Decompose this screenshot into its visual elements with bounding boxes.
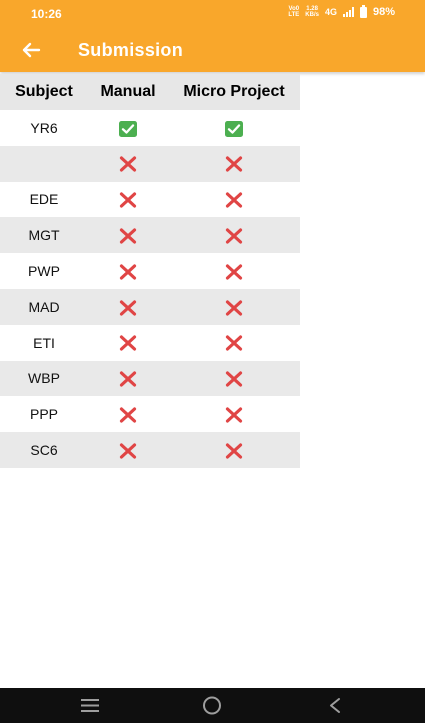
table-row: YR6 [0,110,300,146]
subject-cell: PWP [0,253,88,289]
cross-icon [119,228,137,244]
check-icon [225,120,243,137]
submission-table: Subject Manual Micro Project YR6 EDE MGT PW… [0,74,300,468]
subject-cell: PPP [0,396,88,433]
manual-status-cell [88,145,168,182]
cross-icon [119,443,137,459]
network-type: 4G [324,7,337,17]
manual-status-cell [88,181,168,218]
header-micro-project: Micro Project [168,74,300,110]
subject-cell: SC6 [0,432,88,468]
manual-status-cell [88,110,168,146]
cross-icon [225,371,243,387]
subject-cell [0,145,88,182]
cross-icon [119,156,137,172]
manual-status-cell [88,324,168,361]
manual-status-cell [88,288,168,325]
micro-project-status-cell [168,181,300,218]
table-row: MGT [0,217,300,254]
system-navigation-bar [0,688,425,723]
cross-icon [225,299,243,316]
cross-icon [225,407,243,423]
home-circle-icon [203,696,221,715]
arrow-left-icon [22,42,41,58]
table-row: EDE [0,181,300,218]
battery-level: 98% [372,6,395,18]
recent-apps-button[interactable] [60,688,120,723]
manual-status-cell [88,360,168,397]
manual-status-cell [88,253,168,289]
micro-project-status-cell [168,288,300,325]
signal-icon [342,7,354,17]
manual-status-cell [88,432,168,468]
subject-cell: MAD [0,288,88,325]
table-row: PPP [0,396,300,433]
micro-project-status-cell [168,145,300,182]
system-back-button[interactable] [305,688,365,723]
micro-project-status-cell [168,110,300,146]
table-row: ETI [0,324,300,361]
table-row [0,145,300,182]
manual-status-cell [88,396,168,433]
app-bar: 10:26 Vo0 LTE 1.28 KB/s 4G 98% Submissio… [0,0,425,72]
cross-icon [225,264,243,280]
check-icon [119,120,137,137]
cross-icon [119,192,137,208]
subject-cell: YR6 [0,110,88,146]
cross-icon [225,335,243,351]
micro-project-status-cell [168,217,300,254]
table-row: WBP [0,360,300,397]
table-row: SC6 [0,432,300,468]
manual-status-cell [88,217,168,254]
header-manual: Manual [88,74,168,110]
cross-icon [119,264,137,280]
cross-icon [119,299,137,316]
back-chevron-icon [330,698,340,713]
status-icons: Vo0 LTE 1.28 KB/s 4G 98% [288,4,395,18]
menu-icon [81,699,99,712]
table-header-row: Subject Manual Micro Project [0,74,300,110]
micro-project-status-cell [168,253,300,289]
subject-cell: MGT [0,217,88,254]
back-button[interactable] [18,37,44,63]
micro-project-status-cell [168,396,300,433]
volte-indicator: Vo0 LTE [288,6,300,18]
cross-icon [119,335,137,351]
cross-icon [225,228,243,244]
table-row: PWP [0,253,300,289]
micro-project-status-cell [168,360,300,397]
cross-icon [119,371,137,387]
page-title: Submission [78,40,184,60]
header-subject: Subject [0,74,88,110]
table-row: MAD [0,288,300,325]
subject-cell: WBP [0,360,88,397]
subject-cell: EDE [0,181,88,218]
cross-icon [225,192,243,208]
micro-project-status-cell [168,432,300,468]
cross-icon [225,156,243,172]
status-bar: 10:26 Vo0 LTE 1.28 KB/s 4G 98% [0,0,425,26]
home-button[interactable] [182,688,242,723]
micro-project-status-cell [168,324,300,361]
cross-icon [225,443,243,459]
cross-icon [119,407,137,423]
subject-cell: ETI [0,324,88,361]
toolbar: Submission [0,27,425,71]
battery-icon [359,4,367,18]
status-time: 10:26 [31,7,62,21]
network-speed: 1.28 KB/s [305,6,319,18]
